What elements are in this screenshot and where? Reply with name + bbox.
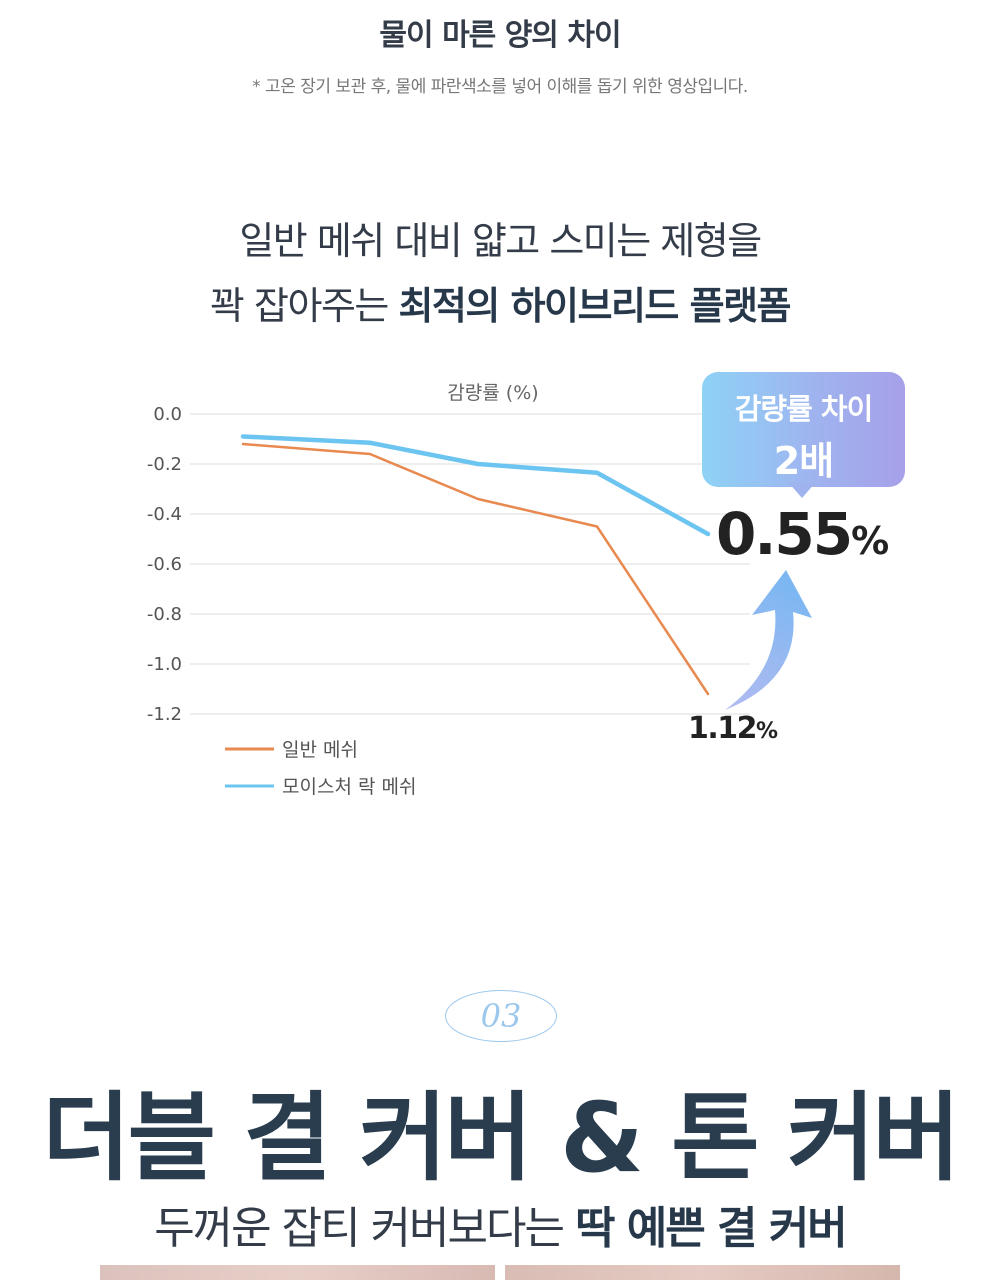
normal-mesh-number: 1.12 — [688, 711, 758, 746]
skin-photo-right — [505, 1265, 900, 1280]
subheading-bold: 딱 예쁜 결 커버 — [574, 1203, 848, 1254]
chart-title: 감량률 (%) — [447, 382, 538, 404]
data-point — [242, 436, 244, 437]
callout-label: 감량률 차이 — [734, 392, 874, 426]
series-line-moist-mesh — [240, 434, 711, 537]
data-point — [707, 693, 709, 695]
y-tick-label: 0.0 — [153, 404, 182, 425]
moist-mesh-value: 0.55% — [716, 500, 889, 568]
normal-mesh-unit: % — [756, 719, 778, 744]
section-title: 물이 마른 양의 차이 — [379, 18, 621, 53]
callout-value: 2배 — [773, 439, 834, 483]
headline-line2-bold: 최적의 하이브리드 플랫폼 — [398, 284, 791, 328]
y-tick-label: -0.8 — [147, 604, 182, 625]
y-tick-label: -1.2 — [147, 704, 182, 725]
headline-line2: 꽉 잡아주는 최적의 하이브리드 플랫폼 — [0, 275, 1000, 330]
section-heading: 더블 결 커버 & 톤 커버 — [42, 1082, 960, 1194]
disclaimer-note: * 고온 장기 보관 후, 물에 파란색소를 넣어 이해를 돕기 위한 영상입니… — [252, 77, 748, 97]
data-point — [477, 498, 479, 500]
section-number-badge: 03 — [445, 990, 557, 1042]
headline-line2-plain: 꽉 잡아주는 — [210, 284, 399, 328]
y-tick-label: -0.2 — [147, 454, 182, 475]
difference-callout: 감량률 차이 2배 — [702, 372, 905, 487]
y-tick-label: -0.4 — [147, 504, 182, 525]
data-point — [242, 443, 244, 445]
moist-mesh-number: 0.55 — [716, 500, 853, 568]
normal-mesh-value: 1.12% — [688, 711, 778, 746]
data-point — [369, 442, 371, 444]
series-line-normal-mesh — [241, 442, 710, 696]
y-tick-label: -1.0 — [147, 654, 182, 675]
legend-label: 모이스처 락 메쉬 — [282, 776, 416, 798]
data-point — [369, 453, 371, 455]
headline-line1: 일반 메쉬 대비 얇고 스미는 제형을 — [239, 219, 762, 263]
section-subheading: 두꺼운 잡티 커버보다는 딱 예쁜 결 커버 — [0, 1192, 1000, 1256]
data-point — [477, 463, 479, 465]
skin-photo-left — [100, 1265, 495, 1280]
data-point — [596, 526, 598, 527]
data-point — [707, 533, 709, 535]
y-tick-label: -0.6 — [147, 554, 182, 575]
weight-loss-chart: 감량률 (%) 0.0 -0.2 -0.4 -0.6 -0.8 -1.0 -1.2 일반 메… — [147, 382, 812, 798]
moist-mesh-unit: % — [851, 519, 889, 563]
legend-label: 일반 메쉬 — [282, 739, 358, 761]
callout-tail — [788, 482, 816, 498]
increase-arrow-icon — [725, 570, 812, 710]
subheading-plain: 두꺼운 잡티 커버보다는 — [154, 1203, 575, 1254]
data-point — [596, 472, 598, 474]
